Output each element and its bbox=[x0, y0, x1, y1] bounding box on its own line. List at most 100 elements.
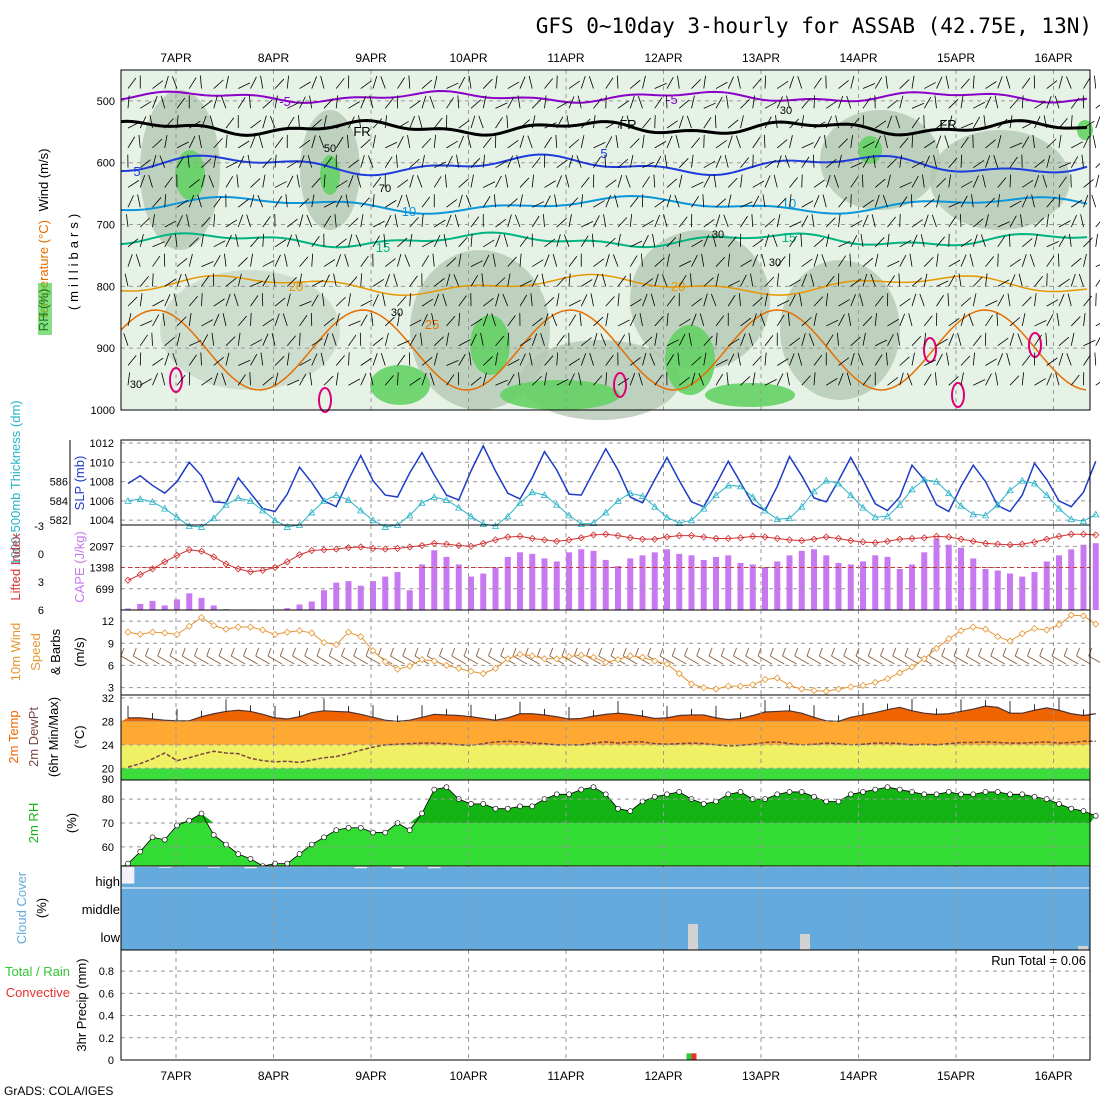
thickness-point bbox=[920, 475, 928, 483]
wind-barb bbox=[507, 273, 511, 287]
isotherm-label: -5 bbox=[666, 92, 678, 107]
wind-barb bbox=[431, 313, 435, 327]
thickness-point bbox=[246, 497, 255, 504]
wind-barb bbox=[1067, 293, 1072, 307]
wind-barb bbox=[859, 293, 864, 307]
wind-speed-point bbox=[969, 623, 977, 631]
cloud-high-gap bbox=[1016, 866, 1029, 868]
wind-barb bbox=[605, 195, 612, 208]
precip-tick-label: 0.6 bbox=[99, 988, 114, 1000]
wind-barb bbox=[164, 337, 175, 347]
wind-barb bbox=[813, 136, 821, 149]
li-point bbox=[540, 536, 549, 544]
isotherm-line bbox=[120, 273, 1088, 297]
rh-point bbox=[480, 801, 487, 807]
cloud-high-gap bbox=[979, 866, 992, 868]
wind-barb-flag bbox=[610, 647, 615, 657]
wind-barb bbox=[911, 102, 925, 109]
wind-barb bbox=[267, 655, 283, 665]
wind-barb bbox=[936, 338, 948, 347]
wind-barb bbox=[740, 376, 751, 386]
wind-barb bbox=[593, 333, 598, 346]
wind-barb bbox=[1009, 215, 1017, 228]
wind-barb bbox=[1083, 354, 1091, 366]
wind-barb bbox=[924, 359, 937, 366]
wind-barb bbox=[831, 655, 846, 665]
wind-barb bbox=[601, 273, 607, 287]
wind-barb-flag bbox=[500, 647, 505, 657]
cloud-high-gap bbox=[416, 866, 429, 868]
wind-speed-point bbox=[663, 660, 671, 668]
wind-barb bbox=[923, 332, 927, 346]
wind-barb bbox=[642, 336, 653, 347]
cape-tick-label: 1398 bbox=[90, 563, 114, 575]
wind-barb bbox=[1045, 332, 1048, 346]
wind-barb bbox=[843, 655, 858, 665]
wind-barb bbox=[140, 378, 152, 386]
wind-speed-point bbox=[675, 669, 683, 678]
rh-point bbox=[860, 789, 866, 795]
wind-barb bbox=[801, 115, 804, 129]
wind-barb bbox=[169, 655, 185, 665]
wind-barb bbox=[892, 655, 907, 665]
wind-barb bbox=[544, 78, 554, 89]
wind-barb bbox=[544, 195, 551, 208]
wind-barb bbox=[446, 199, 458, 208]
wind-barb bbox=[931, 214, 937, 228]
wind-barb-flag bbox=[194, 647, 198, 657]
wind-barb bbox=[654, 273, 659, 287]
wind-barb bbox=[895, 115, 901, 129]
wind-barb bbox=[127, 136, 136, 149]
wind-barb bbox=[568, 373, 575, 386]
wind-barb bbox=[911, 335, 922, 346]
rh-tick-label: 60 bbox=[102, 842, 114, 854]
li-point bbox=[638, 535, 647, 543]
wind-barb bbox=[237, 273, 242, 287]
wind-barb bbox=[887, 233, 890, 247]
wind-barb bbox=[213, 79, 224, 89]
wind-barb bbox=[850, 75, 855, 89]
wind-barb bbox=[589, 352, 594, 366]
cloud-high-gap bbox=[722, 866, 735, 868]
wind-barb bbox=[960, 297, 972, 307]
wind-barb bbox=[331, 333, 337, 346]
rh-point bbox=[602, 791, 609, 798]
wind-barb bbox=[1034, 293, 1037, 307]
cape-bar bbox=[909, 564, 915, 610]
wind-barb bbox=[201, 334, 209, 346]
wind-barb bbox=[518, 372, 521, 386]
wind-barb bbox=[397, 313, 400, 326]
wind-barb bbox=[904, 655, 920, 665]
wind-barb bbox=[887, 216, 897, 228]
wind-barb bbox=[250, 353, 258, 366]
wind-barb bbox=[764, 352, 767, 366]
wind-barb bbox=[1080, 214, 1084, 228]
wind-barb bbox=[752, 122, 765, 129]
wind-barb bbox=[213, 196, 222, 208]
wind-barb bbox=[874, 312, 878, 326]
thickness-point bbox=[161, 504, 169, 512]
cape-bar bbox=[651, 552, 658, 610]
wind-barb bbox=[176, 97, 186, 109]
wind-barb bbox=[666, 339, 679, 347]
wind-barb bbox=[880, 655, 895, 665]
thickness-point bbox=[173, 513, 181, 521]
wind-barb bbox=[1070, 332, 1075, 346]
wind-barb bbox=[679, 260, 692, 267]
wind-barb bbox=[127, 254, 133, 267]
wind-barb bbox=[1076, 655, 1091, 665]
thickness-point bbox=[197, 523, 206, 530]
wind-barb bbox=[1092, 135, 1097, 148]
wind-barb bbox=[699, 313, 705, 327]
wind-barb bbox=[1034, 276, 1044, 287]
thickness-point bbox=[981, 511, 990, 519]
wind-barb bbox=[776, 155, 782, 168]
wind-barb bbox=[446, 360, 459, 366]
wind-barb bbox=[580, 176, 590, 188]
cape-bar bbox=[149, 600, 156, 610]
wind-barb bbox=[1046, 138, 1057, 149]
wind-barb bbox=[250, 76, 257, 89]
wind-barb bbox=[385, 141, 398, 149]
cloud-high-gap bbox=[256, 866, 270, 868]
rh-point bbox=[847, 791, 854, 798]
